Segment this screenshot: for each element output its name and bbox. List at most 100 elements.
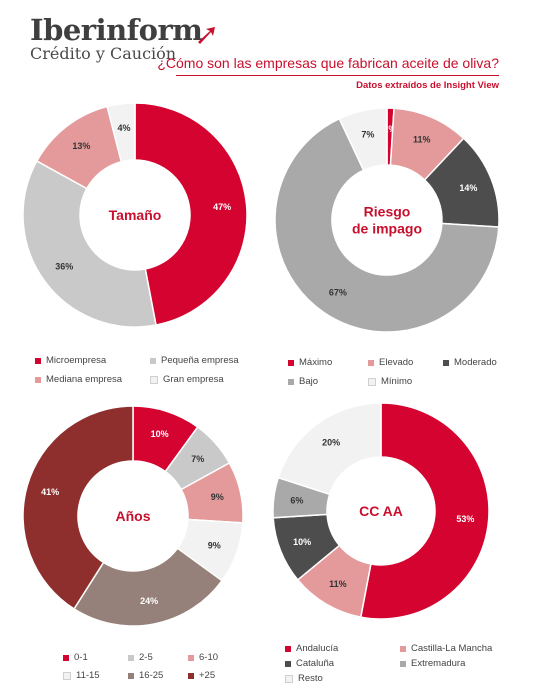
legend-label: 6-10 <box>199 652 219 663</box>
brand-name: Iberinform <box>30 13 203 47</box>
legend-label: Mediana empresa <box>46 374 123 385</box>
legend-item: 16-25 <box>128 670 163 681</box>
donut-slice <box>277 402 382 496</box>
legend-label: 11-15 <box>76 670 100 681</box>
legend-label: Pequeña empresa <box>161 355 239 366</box>
donut-slice <box>106 102 136 163</box>
legend-swatch <box>285 645 291 652</box>
legend-label: Andalucía <box>296 643 339 654</box>
slice-value-label: 11% <box>329 579 347 589</box>
legend-item: 6-10 <box>188 652 218 663</box>
legend-swatch <box>188 672 194 679</box>
legend-item: 2-5 <box>128 652 153 663</box>
legend-label: Microempresa <box>46 355 107 366</box>
slice-value-label: 67% <box>329 287 347 297</box>
legend-swatch <box>400 660 406 667</box>
legend-label: 0-1 <box>74 652 88 663</box>
legend-swatch <box>288 378 294 385</box>
legend-item: Microempresa <box>35 355 106 366</box>
data-source: Datos extraídos de Insight View <box>356 80 499 91</box>
legend-swatch <box>128 654 134 661</box>
legend-swatch <box>188 654 194 661</box>
legend-swatch <box>368 359 374 366</box>
legend-swatch <box>288 359 294 366</box>
legend-item: +25 <box>188 670 215 681</box>
legend-item: Elevado <box>368 357 413 368</box>
donut-slice <box>134 102 248 326</box>
brand-arrow-icon <box>198 27 215 44</box>
legend-item: 11-15 <box>63 670 100 681</box>
headline-divider <box>176 75 499 76</box>
legend-label: Extremadura <box>411 658 466 669</box>
legend-label: 16-25 <box>139 670 164 681</box>
legend-swatch <box>35 357 41 364</box>
slice-value-label: 41% <box>41 487 59 497</box>
legend-item: Gran empresa <box>150 374 224 385</box>
legend-label: Elevado <box>379 357 414 368</box>
chart-title: Tamaño <box>109 207 162 223</box>
page-headline: ¿Cómo son las empresas que fabrican acei… <box>157 55 499 71</box>
legend-item: Mediana empresa <box>35 374 122 385</box>
legend-item: Bajo <box>288 376 318 387</box>
legend-label: Mínimo <box>381 376 413 387</box>
legend-swatch <box>128 672 134 679</box>
slice-value-label: 10% <box>293 537 311 547</box>
slice-value-label: 24% <box>140 596 158 606</box>
slice-value-label: 13% <box>72 141 90 151</box>
donut-slice <box>274 117 500 333</box>
slice-value-label: 7% <box>191 454 204 464</box>
donut-slice <box>73 547 224 627</box>
legend-swatch <box>63 654 69 661</box>
legend-item: Resto <box>285 673 323 684</box>
legend-label: Moderado <box>454 357 497 368</box>
brand-tagline: Crédito y Caución <box>30 44 177 63</box>
legend-item: Pequeña empresa <box>150 355 239 366</box>
slice-value-label: 10% <box>151 429 169 439</box>
chart-title: de impago <box>352 221 422 237</box>
legend-label: Castilla-La Mancha <box>411 643 493 654</box>
legend-item: Moderado <box>443 357 497 368</box>
legend-label: 2-5 <box>139 652 153 663</box>
legend-item: Extremadura <box>400 658 465 669</box>
slice-value-label: 11% <box>413 135 431 145</box>
chart-title: Años <box>116 508 151 524</box>
legend-swatch <box>368 377 376 386</box>
legend-swatch <box>150 375 158 384</box>
slice-value-label: 47% <box>213 202 231 212</box>
legend-item: Mínimo <box>368 376 412 387</box>
legend-label: Bajo <box>299 376 319 387</box>
legend-label: +25 <box>199 670 216 681</box>
slice-value-label: 9% <box>208 540 221 550</box>
legend-swatch <box>35 376 41 383</box>
chart-title: Riesgo <box>364 204 411 220</box>
legend-label: Máximo <box>299 357 333 368</box>
donut-hole <box>333 166 441 274</box>
slice-value-label: 36% <box>55 261 73 271</box>
slice-value-label: 9% <box>211 492 224 502</box>
legend-item: Cataluña <box>285 658 334 669</box>
legend-item: 0-1 <box>63 652 88 663</box>
legend-label: Gran empresa <box>163 374 224 385</box>
legend-item: Máximo <box>288 357 332 368</box>
donut-slice <box>22 405 134 610</box>
legend-swatch <box>150 357 156 364</box>
legend-swatch <box>400 645 406 652</box>
legend-swatch <box>285 674 293 683</box>
legend-item: Andalucía <box>285 643 338 654</box>
legend-swatch <box>285 660 291 667</box>
legend-label: Resto <box>298 673 323 684</box>
donut-slice <box>359 402 490 620</box>
donut-hole <box>79 462 187 570</box>
donut-slice <box>22 160 157 328</box>
donut-slice <box>338 107 388 172</box>
donut-hole <box>81 161 189 269</box>
slice-value-label: 20% <box>322 437 340 447</box>
slice-value-label: 4% <box>118 123 131 133</box>
chart-title: CC AA <box>359 503 403 519</box>
legend-swatch <box>63 671 71 680</box>
brand-logo: Iberinform Crédito y Caución <box>30 13 215 63</box>
slice-value-label: 14% <box>459 183 477 193</box>
legend-swatch <box>443 359 449 366</box>
slice-value-label: 1% <box>383 124 396 134</box>
